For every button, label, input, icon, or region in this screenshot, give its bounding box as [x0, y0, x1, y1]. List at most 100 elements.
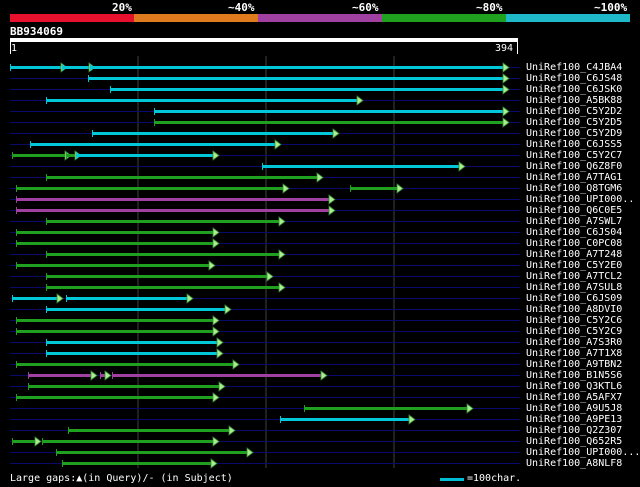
- hit-label[interactable]: UniRef100_Q652R5: [526, 436, 623, 447]
- hit-segment[interactable]: [92, 128, 340, 139]
- hit-segment[interactable]: [46, 304, 232, 315]
- scale-label-100: ~100%: [594, 1, 628, 14]
- hit-label[interactable]: UniRef100_A7T1X8: [526, 348, 623, 359]
- hit-segment[interactable]: [46, 282, 286, 293]
- hit-segment[interactable]: [42, 436, 220, 447]
- hit-segment[interactable]: [66, 293, 194, 304]
- scale-legend-text: =100char.: [467, 473, 522, 484]
- hit-segment[interactable]: [154, 106, 510, 117]
- hit-label[interactable]: UniRef100_A9PE13: [526, 414, 623, 425]
- query-end-tick: [517, 42, 518, 54]
- hit-label[interactable]: UniRef100_Q2Z307: [526, 425, 623, 436]
- hit-label[interactable]: UniRef100_C5Y2D2: [526, 106, 623, 117]
- hit-label[interactable]: UniRef100_B1N5S6: [526, 370, 623, 381]
- hit-segment[interactable]: [304, 403, 474, 414]
- hit-label[interactable]: UniRef100_C5Y2C6: [526, 315, 623, 326]
- hit-segment[interactable]: [16, 315, 220, 326]
- hit-label[interactable]: UniRef100_C6JSK0: [526, 84, 623, 95]
- hit-segment[interactable]: [16, 392, 220, 403]
- hit-segment[interactable]: [350, 183, 404, 194]
- hit-label[interactable]: UniRef100_A7TCL2: [526, 271, 623, 282]
- hit-segment[interactable]: [12, 293, 64, 304]
- hit-label[interactable]: UniRef100_A7SWL7: [526, 216, 623, 227]
- query-start-tick: [10, 42, 11, 54]
- query-start-label: 1: [11, 43, 18, 54]
- hit-label[interactable]: UniRef100_C0PC08: [526, 238, 623, 249]
- hit-segment[interactable]: [56, 447, 254, 458]
- hit-segment[interactable]: [110, 84, 510, 95]
- hit-label[interactable]: UniRef100_C6JS04: [526, 227, 623, 238]
- hit-segment[interactable]: [90, 62, 510, 73]
- hit-label[interactable]: UniRef100_C5Y2C7: [526, 150, 623, 161]
- hit-label[interactable]: UniRef100_Q6C0E5: [526, 205, 623, 216]
- hit-label[interactable]: UniRef100_C6JS09: [526, 293, 623, 304]
- hit-label[interactable]: UniRef100_C4JBA4: [526, 62, 623, 73]
- scale-bar-red: [10, 14, 134, 22]
- hit-segment[interactable]: [76, 150, 220, 161]
- hit-label[interactable]: UniRef100_A5AFX7: [526, 392, 623, 403]
- hit-label[interactable]: UniRef100_A8DVI0: [526, 304, 623, 315]
- query-name: BB934069: [10, 25, 63, 38]
- hit-segment[interactable]: [46, 271, 274, 282]
- hit-label[interactable]: UniRef100_A8NLF8: [526, 458, 623, 469]
- hit-label[interactable]: UniRef100_A7SUL8: [526, 282, 623, 293]
- hit-label[interactable]: UniRef100_C5Y2C9: [526, 326, 623, 337]
- hit-segment[interactable]: [16, 205, 336, 216]
- hit-segment[interactable]: [46, 216, 286, 227]
- hit-label[interactable]: UniRef100_Q6Z8F0: [526, 161, 623, 172]
- hit-segment[interactable]: [30, 139, 282, 150]
- hit-segment[interactable]: [16, 194, 336, 205]
- scale-bar-magenta: [258, 14, 382, 22]
- hit-segment[interactable]: [46, 249, 286, 260]
- scale-label-40: ~40%: [228, 1, 255, 14]
- hit-segment[interactable]: [10, 62, 68, 73]
- scale-label-80: ~80%: [476, 1, 503, 14]
- hit-label[interactable]: UniRef100_C6JSS5: [526, 139, 623, 150]
- hit-label[interactable]: UniRef100_A5BK88: [526, 95, 623, 106]
- hit-label[interactable]: UniRef100_C5Y2E0: [526, 260, 623, 271]
- hit-segment[interactable]: [88, 73, 510, 84]
- hit-segment[interactable]: [46, 172, 324, 183]
- hit-segment[interactable]: [46, 337, 224, 348]
- hit-segment[interactable]: [16, 238, 220, 249]
- hit-segment[interactable]: [12, 436, 42, 447]
- scale-bar-green: [382, 14, 506, 22]
- hit-segment[interactable]: [16, 326, 220, 337]
- hit-label[interactable]: UniRef100_Q8TGM6: [526, 183, 623, 194]
- hit-segment[interactable]: [16, 183, 290, 194]
- hit-label[interactable]: UniRef100_Q3KTL6: [526, 381, 623, 392]
- scale-legend-line: [440, 478, 464, 481]
- hit-segment[interactable]: [262, 161, 466, 172]
- scale-bar-orange: [134, 14, 258, 22]
- scale-bar-cyan: [506, 14, 630, 22]
- query-end-label: 394: [495, 43, 514, 54]
- hit-segment[interactable]: [16, 359, 240, 370]
- hit-segment[interactable]: [112, 370, 328, 381]
- hit-label[interactable]: UniRef100_A7TAG1: [526, 172, 623, 183]
- hit-label[interactable]: UniRef100_A9U5J8: [526, 403, 623, 414]
- hit-label[interactable]: UniRef100_C5Y2D9: [526, 128, 623, 139]
- scale-label-20: 20%: [112, 1, 132, 14]
- hit-label[interactable]: UniRef100_UPI000...: [526, 447, 640, 458]
- hit-segment[interactable]: [62, 458, 218, 469]
- hit-label[interactable]: UniRef100_A9TBN2: [526, 359, 623, 370]
- hit-label[interactable]: UniRef100_UPI000..: [526, 194, 635, 205]
- hit-segment[interactable]: [46, 348, 224, 359]
- hit-segment[interactable]: [68, 425, 236, 436]
- hit-segment[interactable]: [28, 381, 226, 392]
- hit-segment[interactable]: [16, 227, 220, 238]
- hit-segment[interactable]: [154, 117, 510, 128]
- hit-segment[interactable]: [100, 370, 112, 381]
- hit-segment[interactable]: [28, 370, 98, 381]
- hit-label[interactable]: UniRef100_A7S3R0: [526, 337, 623, 348]
- hit-label[interactable]: UniRef100_A7T248: [526, 249, 623, 260]
- hit-label[interactable]: UniRef100_C5Y2D5: [526, 117, 623, 128]
- query-bar: [10, 38, 518, 42]
- hit-segment[interactable]: [46, 95, 364, 106]
- large-gaps-legend: Large gaps:▲(in Query)/- (in Subject): [10, 473, 233, 484]
- hit-segment[interactable]: [16, 260, 216, 271]
- hit-label[interactable]: UniRef100_C6JS48: [526, 73, 623, 84]
- hit-segment[interactable]: [12, 150, 72, 161]
- hit-segment[interactable]: [280, 414, 416, 425]
